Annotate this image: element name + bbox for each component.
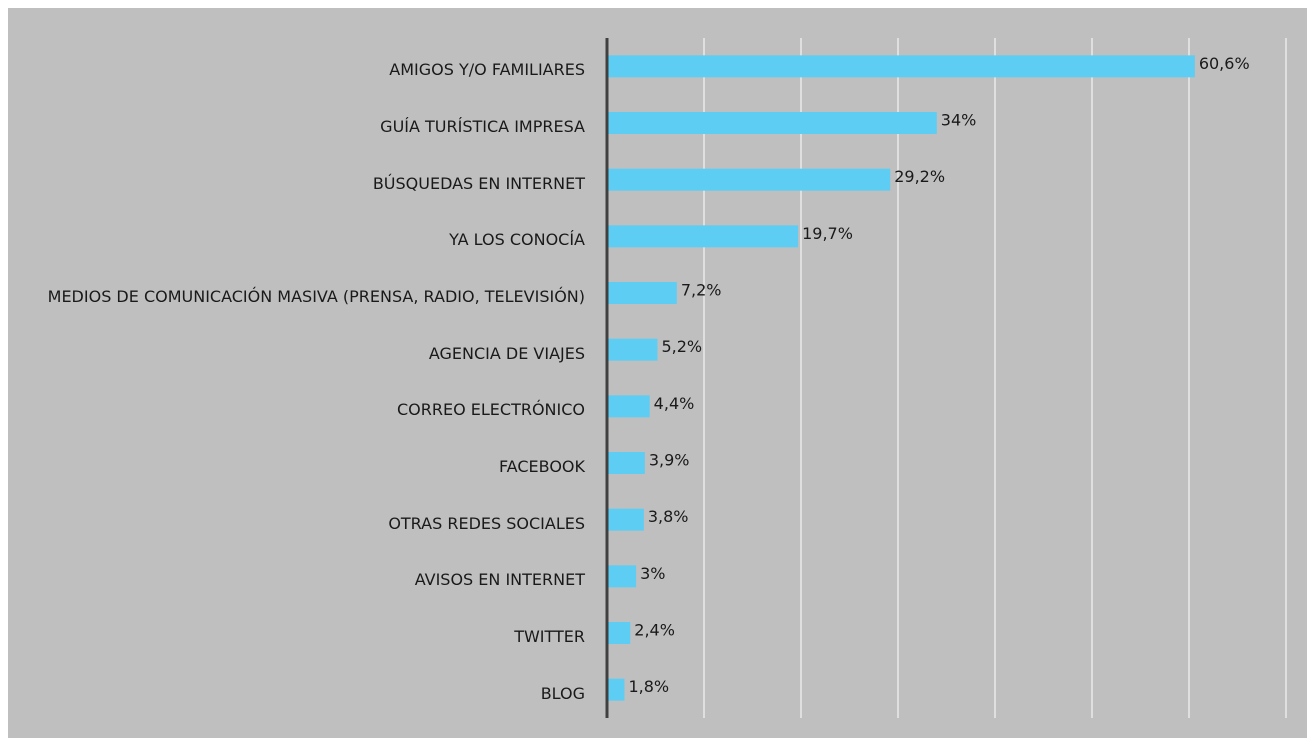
bar [607, 508, 644, 531]
category-label: OTRAS REDES SOCIALES [388, 513, 585, 533]
data-label: 7,2% [681, 281, 722, 300]
bar [607, 395, 650, 418]
bar [607, 225, 799, 248]
category-label: BLOG [540, 683, 585, 703]
bar [607, 112, 937, 134]
category-label: AGENCIA DE VIAJES [428, 343, 585, 363]
data-label: 5,2% [661, 337, 702, 356]
category-label: TWITTER [514, 627, 585, 646]
category-label: FACEBOOK [498, 457, 585, 476]
category-label: CORREO ELECTRÓNICO [396, 400, 585, 420]
bar [607, 622, 631, 644]
bar [607, 452, 645, 474]
category-label: GUÍA TURÍSTICA IMPRESA [380, 117, 585, 136]
bar [607, 282, 677, 304]
data-label: 19,7% [802, 224, 853, 243]
data-label: 3,9% [649, 451, 690, 470]
data-label: 1,8% [628, 677, 669, 696]
data-label: 3% [640, 564, 665, 583]
data-label: 60,6% [1199, 54, 1250, 73]
category-label: AVISOS EN INTERNET [414, 570, 585, 590]
bar [607, 678, 625, 701]
bar [607, 338, 658, 361]
category-label: MEDIOS DE COMUNICACIÓN MASIVA (PRENSA, R… [47, 287, 585, 306]
data-label: 34% [941, 111, 977, 130]
category-label: YA LOS CONOCÍA [449, 230, 585, 250]
bar [607, 565, 637, 588]
bar [607, 55, 1195, 78]
category-label: AMIGOS Y/O FAMILIARES [389, 60, 585, 80]
bar [607, 168, 891, 191]
data-label: 3,8% [648, 507, 689, 526]
data-label: 4,4% [654, 394, 695, 413]
data-label: 2,4% [634, 621, 675, 640]
category-label: BÚSQUEDAS EN INTERNET [372, 173, 585, 193]
data-label: 29,2% [894, 167, 945, 186]
